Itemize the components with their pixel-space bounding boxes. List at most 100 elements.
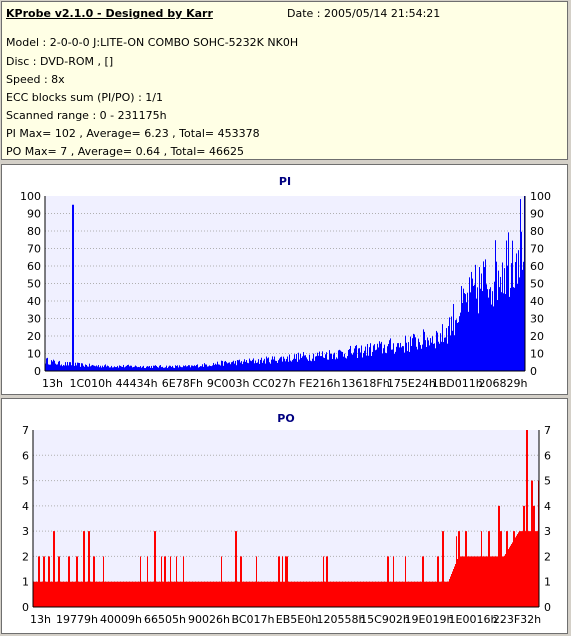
- pi-y-tick-right: 50: [530, 278, 544, 291]
- pi-bar: [344, 353, 345, 371]
- po-bar: [443, 531, 444, 607]
- pi-bar: [307, 359, 308, 371]
- pi-bar: [297, 361, 298, 371]
- pi-bar: [65, 362, 66, 371]
- po-bar: [54, 531, 55, 607]
- po-bar: [233, 581, 234, 607]
- pi-bar: [491, 304, 492, 371]
- pi-bar: [113, 367, 114, 371]
- pi-x-tick-label: 1BD011h: [432, 377, 483, 390]
- pi-bar: [304, 355, 305, 371]
- pi-bar: [442, 324, 443, 371]
- po-bar: [224, 581, 225, 607]
- po-bar: [345, 581, 346, 607]
- po-bar: [253, 581, 254, 607]
- pi-bar: [480, 288, 481, 371]
- po-bar: [327, 556, 328, 607]
- pi-x-tick-label: 13618Fh: [341, 377, 389, 390]
- po-bar: [39, 556, 40, 607]
- po-x-tick-label: 90026h: [188, 613, 230, 626]
- pi-bar: [214, 364, 215, 371]
- po-bar: [316, 581, 317, 607]
- pi-bar: [363, 353, 364, 371]
- pi-bar: [182, 367, 183, 371]
- pi-bar: [405, 335, 406, 371]
- pi-bar: [414, 334, 415, 371]
- pi-bar: [70, 362, 71, 371]
- po-bar: [535, 531, 536, 607]
- po-bar: [368, 581, 369, 607]
- po-bar: [96, 581, 97, 607]
- po-bar: [344, 581, 345, 607]
- po-bar: [52, 581, 53, 607]
- pi-bar: [99, 367, 100, 371]
- po-bar: [250, 581, 251, 607]
- po-bar: [146, 581, 147, 607]
- pi-bar: [294, 354, 295, 371]
- po-bar: [516, 535, 517, 607]
- pi-bar: [108, 366, 109, 371]
- pi-bar: [60, 365, 61, 371]
- po-bar: [284, 581, 285, 607]
- pi-bar: [235, 360, 236, 371]
- po-bar: [401, 581, 402, 607]
- po-bar: [255, 581, 256, 607]
- pi-bar: [263, 360, 264, 371]
- pi-y-tick-left: 40: [27, 295, 41, 308]
- pi-bar: [466, 302, 467, 371]
- pi-bar: [343, 356, 344, 371]
- pi-bar: [223, 365, 224, 371]
- pi-bar: [495, 240, 496, 371]
- po-bar: [115, 581, 116, 607]
- po-bar: [158, 581, 159, 607]
- pi-y-tick-left: 70: [27, 243, 41, 256]
- po-bar: [190, 581, 191, 607]
- po-bar: [495, 556, 496, 607]
- po-bar: [275, 581, 276, 607]
- pi-bar: [149, 365, 150, 371]
- pi-bar: [322, 351, 323, 371]
- po-bar: [266, 581, 267, 607]
- po-bar: [501, 531, 502, 607]
- pi-bar: [174, 368, 175, 371]
- po-bar: [281, 581, 282, 607]
- pi-bar: [471, 271, 472, 371]
- po-bar: [136, 581, 137, 607]
- po-bar: [244, 581, 245, 607]
- pi-bar: [512, 240, 513, 371]
- pi-bar: [361, 345, 362, 371]
- po-bar: [513, 531, 514, 607]
- pi-bar: [118, 367, 119, 371]
- po-bar: [69, 556, 70, 607]
- po-bar: [87, 581, 88, 607]
- pi-bar: [62, 366, 63, 371]
- pi-bar: [457, 323, 458, 371]
- po-bar: [510, 545, 511, 607]
- po-y-tick-left: 0: [22, 601, 29, 614]
- po-bar: [404, 581, 405, 607]
- pi-bar: [381, 341, 382, 371]
- pi-bar: [302, 356, 303, 371]
- po-bar: [467, 556, 468, 607]
- pi-y-tick-right: 60: [530, 260, 544, 273]
- pi-bar: [73, 204, 74, 371]
- po-bar: [152, 581, 153, 607]
- po-bar: [79, 581, 80, 607]
- po-bar: [222, 581, 223, 607]
- pi-bar: [441, 341, 442, 371]
- pi-bar: [192, 365, 193, 371]
- pi-x-tick-label: FE216h: [299, 377, 340, 390]
- pi-bar: [426, 346, 427, 371]
- pi-bar: [365, 346, 366, 371]
- pi-bar: [428, 340, 429, 371]
- pi-bar: [273, 359, 274, 371]
- pi-bar: [128, 364, 129, 371]
- pi-bar: [185, 365, 186, 371]
- pi-bar: [52, 361, 53, 371]
- po-bar: [397, 581, 398, 607]
- pi-bar: [181, 367, 182, 371]
- pi-bar: [515, 262, 516, 371]
- po-bar: [217, 581, 218, 607]
- pi-bar: [369, 347, 370, 371]
- pi-bar: [230, 364, 231, 371]
